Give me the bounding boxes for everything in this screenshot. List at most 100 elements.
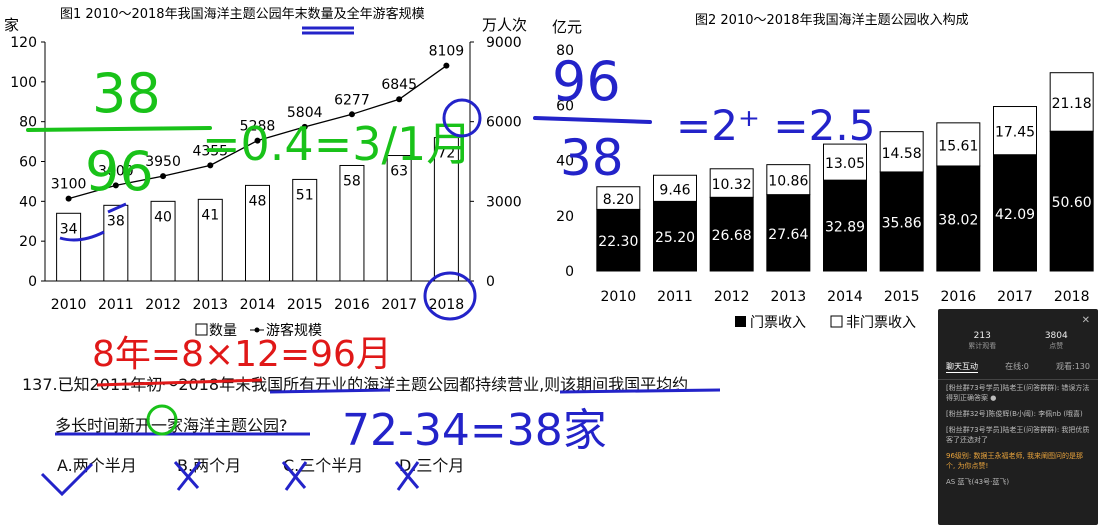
tab-online[interactable]: 在线:0 xyxy=(1005,362,1029,371)
point-visitors xyxy=(301,123,308,130)
close-icon[interactable]: ✕ xyxy=(1081,315,1090,326)
x-tick-label: 2015 xyxy=(287,297,323,313)
bar-ticket-revenue xyxy=(709,196,754,272)
x-tick-label: 2013 xyxy=(771,289,807,305)
stat-likes: 3804 点赞 xyxy=(1044,331,1068,350)
data-label-nonticket: 8.20 xyxy=(603,192,634,208)
point-visitors xyxy=(207,162,214,169)
bar-nonticket-revenue xyxy=(653,174,697,202)
bar-count xyxy=(339,164,365,282)
bar-count xyxy=(245,184,270,282)
data-label-visitors: 6277 xyxy=(334,92,370,108)
tab-viewers[interactable]: 观看:130 xyxy=(1056,362,1090,371)
tab-chat[interactable]: 聊天互动 xyxy=(946,362,978,373)
y-tick-label-right: 0 xyxy=(486,274,495,290)
x-tick-label: 2018 xyxy=(1054,289,1090,305)
option-d[interactable]: D.三个月 xyxy=(399,456,465,475)
data-label-visitors: 3600 xyxy=(98,163,134,179)
data-label-ticket: 27.64 xyxy=(768,227,808,243)
bar-nonticket-revenue xyxy=(936,122,981,167)
question-stem-line2: 多长时间新开一家海洋主题公园? xyxy=(55,416,288,435)
chart-revenue-composition: 图2 2010～2018年我国海洋主题公园收入构成 亿元 0 20 40 60 80 22.3… xyxy=(552,13,1094,331)
bar-count xyxy=(103,204,129,282)
legend-swatch-nonticket xyxy=(830,315,843,328)
bar-count xyxy=(433,137,459,282)
x-tick-label: 2018 xyxy=(429,297,465,313)
bar-nonticket-revenue xyxy=(709,168,754,198)
x-tick-label: 2010 xyxy=(601,289,637,305)
x-tick-label: 2013 xyxy=(192,297,228,313)
y-tick-label-right: 6000 xyxy=(486,115,522,131)
option-b[interactable]: B.两个月 xyxy=(177,456,242,475)
bar-ticket-revenue xyxy=(596,208,641,272)
data-label-count: 38 xyxy=(107,213,125,229)
chat-message: [粉丝群73号学员]陆老王(问答群群): 错误方法得到正确答案 ● xyxy=(946,384,1090,402)
data-label-visitors: 4355 xyxy=(192,143,228,159)
stat-views: 213 累计观看 xyxy=(968,331,997,350)
x-tick-label: 2011 xyxy=(98,297,134,313)
point-visitors xyxy=(65,195,72,202)
data-label-visitors: 8109 xyxy=(429,44,465,60)
data-label-nonticket: 9.46 xyxy=(659,182,690,198)
data-label-ticket: 26.68 xyxy=(712,228,752,244)
data-label-visitors: 5804 xyxy=(287,105,323,121)
data-label-count: 34 xyxy=(60,221,78,237)
legend-label-visitors: 游客规模 xyxy=(266,322,322,339)
y-tick-label-left: 120 xyxy=(10,35,37,51)
data-label-visitors: 3950 xyxy=(145,154,181,170)
x-tick-label: 2014 xyxy=(827,289,863,305)
bar-count xyxy=(197,198,223,282)
bar-nonticket-revenue xyxy=(1049,72,1094,132)
option-a[interactable]: A.两个半月 xyxy=(57,456,137,475)
legend-swatch-count xyxy=(195,323,208,336)
legend-label-count: 数量 xyxy=(209,323,237,339)
x-tick-label: 2016 xyxy=(941,289,977,305)
data-label-ticket: 42.09 xyxy=(995,207,1035,223)
live-chat-panel: ✕ 213 累计观看 3804 点赞 聊天互动 在线:0 观看:130 [粉丝群… xyxy=(938,309,1098,525)
data-label-ticket: 35.86 xyxy=(882,215,922,231)
option-c[interactable]: C.三个半月 xyxy=(283,456,364,475)
legend-label-ticket: 门票收入 xyxy=(750,315,806,331)
point-visitors xyxy=(160,173,167,180)
bar-count xyxy=(386,155,412,282)
bar-nonticket-revenue xyxy=(766,164,811,196)
hw-difference: 72-34=38家 xyxy=(342,405,607,456)
y-tick-label: 60 xyxy=(556,98,574,114)
bar-ticket-revenue xyxy=(823,179,867,272)
data-label-nonticket: 15.61 xyxy=(938,138,978,154)
data-label-visitors: 3100 xyxy=(51,177,87,193)
data-label-nonticket: 10.86 xyxy=(768,174,808,190)
x-tick-label: 2017 xyxy=(997,289,1033,305)
data-label-count: 40 xyxy=(154,209,172,225)
point-visitors xyxy=(348,111,355,118)
bar-nonticket-revenue xyxy=(879,131,924,173)
legend-swatch-ticket xyxy=(735,316,746,327)
chat-message: [粉丝群32号]陈俊辉(B小阈): 李佩nb (哦喜) xyxy=(946,410,1083,418)
data-label-nonticket: 13.05 xyxy=(825,156,865,172)
data-label-nonticket: 21.18 xyxy=(1052,96,1092,112)
chart-title: 图1 2010～2018年我国海洋主题公园年末数量及全年游客规模 xyxy=(60,6,425,22)
y-axis-label: 亿元 xyxy=(552,18,582,36)
x-tick-label: 2011 xyxy=(657,289,693,305)
data-label-count: 72 xyxy=(437,146,455,162)
x-tick-label: 2014 xyxy=(240,297,276,313)
chat-message: [粉丝群73号学员]陆老王(问答群群): 我把优质客了还选对了 xyxy=(946,426,1090,444)
y-tick-label-left: 40 xyxy=(19,194,37,210)
data-label-nonticket: 14.58 xyxy=(882,146,922,162)
x-tick-label: 2012 xyxy=(714,289,750,305)
bar-ticket-revenue xyxy=(1049,130,1094,272)
data-label-ticket: 25.20 xyxy=(655,230,695,246)
x-tick-label: 2012 xyxy=(145,297,181,313)
x-tick-label: 2016 xyxy=(334,297,370,313)
y-tick-label-right: 3000 xyxy=(486,194,522,210)
data-label-count: 63 xyxy=(390,164,408,180)
bar-ticket-revenue xyxy=(653,200,697,272)
bar-ticket-revenue xyxy=(879,171,924,272)
chat-footer: AS 蓝飞(43号·蓝飞) xyxy=(946,478,1010,486)
y-tick-label: 80 xyxy=(556,43,574,59)
data-label-count: 48 xyxy=(249,193,267,209)
data-label-visitors: 6845 xyxy=(381,77,417,93)
data-label-ticket: 38.02 xyxy=(938,212,978,228)
